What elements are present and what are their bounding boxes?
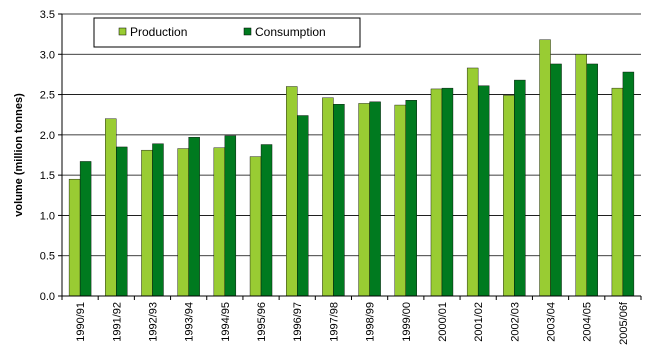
legend-swatch-production [118, 27, 127, 36]
bar-consumption [188, 137, 200, 297]
x-tick-label: 2001/02 [473, 302, 485, 342]
y-tick-label: 0.5 [40, 251, 55, 263]
bar-production [322, 97, 334, 297]
bar-production [286, 86, 298, 297]
bar-production [105, 118, 117, 297]
x-tick-label: 2005/06f [618, 301, 630, 345]
x-tick-label: 1994/95 [220, 302, 232, 342]
x-tick-label: 2004/05 [582, 302, 594, 342]
y-tick-label: 2.5 [40, 90, 55, 102]
y-tick-label: 3.5 [40, 9, 55, 21]
bar-production [141, 149, 153, 297]
x-tick-label: 1992/93 [147, 302, 159, 342]
x-tick-label: 2000/01 [437, 302, 449, 342]
x-tick-label: 2002/03 [509, 302, 521, 342]
legend-label-production: Production [130, 25, 187, 39]
bar-production [575, 54, 587, 297]
bar-consumption [333, 104, 345, 297]
bar-consumption [550, 63, 562, 297]
bar-consumption [369, 101, 381, 297]
bar-production [466, 67, 479, 297]
y-tick-label: 0.0 [40, 291, 55, 303]
legend-box [93, 17, 361, 48]
y-tick-label: 2.0 [40, 130, 55, 142]
bar-production [249, 156, 262, 297]
bar-consumption [586, 63, 598, 297]
y-tick-label: 1.0 [40, 210, 55, 222]
x-tick-label: 1997/98 [328, 302, 340, 342]
x-tick-label: 1995/96 [256, 302, 268, 342]
bar-production [358, 103, 370, 297]
bar-consumption [622, 71, 635, 297]
bar-consumption [514, 79, 526, 297]
bar-consumption [224, 135, 237, 297]
y-tick-label: 1.5 [40, 170, 55, 182]
y-axis-title: volume (million tonnes) [13, 93, 25, 217]
bar-consumption [116, 146, 128, 297]
x-tick-label: 1991/92 [111, 302, 123, 342]
y-tick-label: 3.0 [40, 49, 55, 61]
bar-consumption [79, 161, 92, 297]
bar-consumption [260, 144, 273, 297]
bar-production [430, 88, 443, 297]
legend: Production Consumption [93, 17, 361, 48]
bar-consumption [152, 143, 164, 297]
bar-production [394, 104, 406, 297]
x-tick-label: 1998/99 [365, 302, 377, 342]
bar-consumption [441, 87, 454, 297]
bar-production [213, 147, 226, 297]
legend-label-consumption: Consumption [255, 25, 326, 39]
x-tick-label: 2003/04 [546, 302, 558, 342]
bar-production [539, 39, 551, 297]
bar-consumption [405, 100, 417, 297]
x-tick-label: 1990/91 [75, 302, 87, 342]
bar-consumption [477, 85, 490, 297]
bar-production [177, 148, 189, 297]
bar-production [503, 95, 515, 297]
axes: 0.0 0.5 1.0 1.5 2.0 2.5 3.0 3.5 1990/91 1991/92 19… [40, 9, 642, 345]
x-tick-label: 1996/97 [292, 302, 304, 342]
bar-production [68, 178, 81, 297]
bars [68, 39, 635, 297]
x-tick-label: 1999/00 [401, 302, 413, 342]
legend-swatch-consumption [243, 27, 252, 36]
bar-production [611, 87, 624, 297]
bar-consumption [297, 115, 309, 297]
x-tick-label: 1993/94 [184, 302, 196, 342]
